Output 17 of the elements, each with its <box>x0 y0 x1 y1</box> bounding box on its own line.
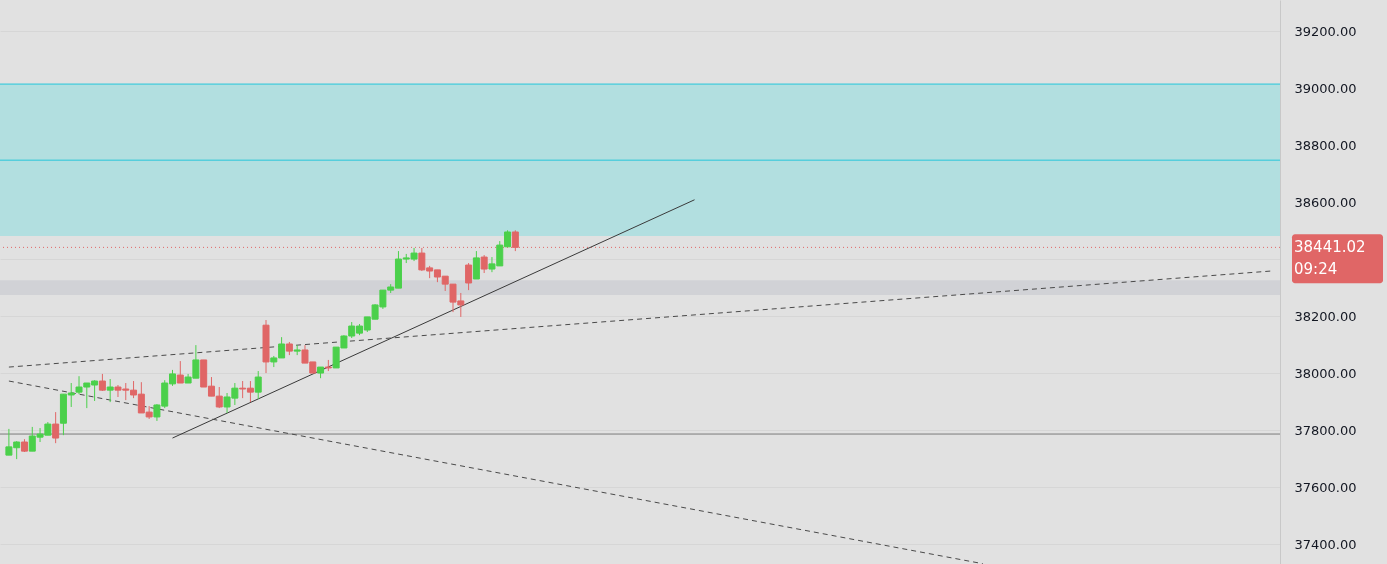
y-tick-label: 38200.00 <box>1294 308 1357 324</box>
y-tick-label: 38000.00 <box>1294 365 1357 381</box>
y-tick-label: 38600.00 <box>1294 194 1357 210</box>
candlestick <box>254 370 262 400</box>
candlestick <box>52 411 60 444</box>
candlestick <box>472 250 480 280</box>
candlestick <box>465 262 473 291</box>
text: 09:24 <box>1294 260 1338 279</box>
ref-line-label: 38441.02 <box>1294 238 1366 257</box>
candlestick <box>106 378 114 403</box>
y-tick-label: 39200.00 <box>1294 23 1357 39</box>
y-tick-label: 38800.00 <box>1294 137 1357 153</box>
y-tick-label: 37800.00 <box>1294 422 1357 438</box>
candlestick <box>176 360 184 384</box>
y-tick-label: 37400.00 <box>1294 536 1357 552</box>
y-tick-label: 39000.00 <box>1294 80 1357 96</box>
y-tick-label: 37600.00 <box>1294 479 1357 495</box>
